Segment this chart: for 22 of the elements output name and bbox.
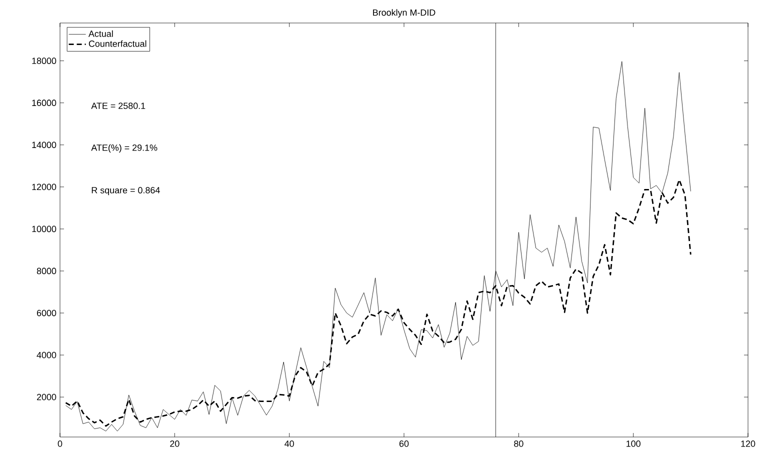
x-tick-label: 0: [58, 440, 62, 447]
x-tick-label: 120: [741, 440, 756, 447]
y-tick-label: 16000: [32, 100, 56, 106]
annotation: ATE(%) = 29.1%: [91, 144, 158, 153]
y-tick-label: 14000: [32, 142, 56, 148]
y-tick-label: 6000: [36, 310, 56, 316]
y-tick-label: 4000: [36, 352, 56, 358]
y-tick-label: 2000: [36, 394, 56, 400]
legend-label: Actual: [88, 30, 113, 37]
x-tick-label: 100: [626, 440, 640, 447]
annotation: ATE = 2580.1: [91, 102, 146, 109]
y-tick-label: 8000: [36, 268, 56, 274]
legend-label: Counterfactual: [88, 40, 146, 47]
y-tick-label: 12000: [32, 184, 56, 190]
x-tick-label: 20: [170, 440, 180, 447]
annotation: R square = 0.864: [92, 187, 160, 196]
x-tick-label: 80: [514, 440, 524, 447]
x-tick-label: 40: [284, 440, 294, 447]
x-tick-label: 60: [399, 440, 409, 447]
y-tick-label: 18000: [32, 58, 56, 64]
chart-title: Brooklyn M-DID: [373, 9, 436, 18]
y-tick-label: 10000: [32, 226, 56, 232]
